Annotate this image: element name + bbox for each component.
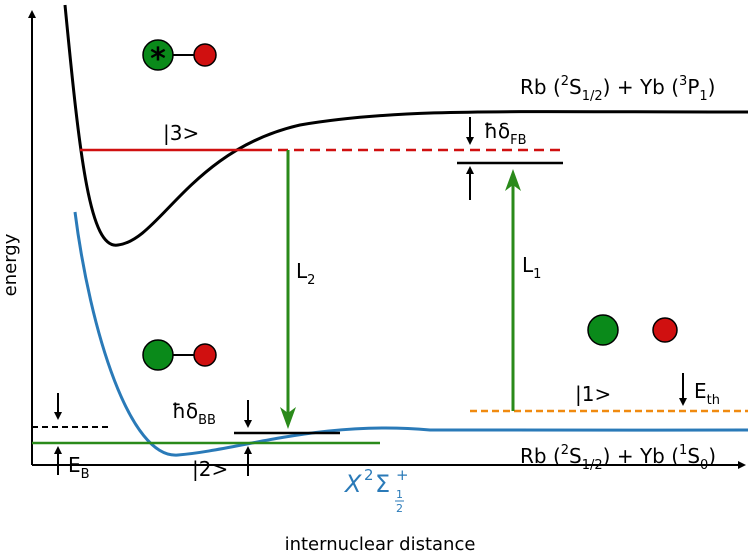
label-part: 1: [699, 89, 707, 104]
detuning-fb: ħδFB: [484, 119, 527, 148]
label-part: ): [708, 444, 716, 468]
label-part: B: [81, 467, 90, 482]
label-part: ): [708, 75, 716, 99]
energy-b: EB: [68, 453, 90, 482]
state-1-label: |1>: [575, 382, 611, 406]
label-part: ħδ: [172, 399, 198, 423]
shape: [652, 317, 678, 343]
term-multiplicity: 2: [364, 466, 374, 484]
state-2-label: |2>: [192, 457, 228, 481]
label-part: Rb (: [520, 75, 561, 99]
label-part: E: [694, 379, 707, 403]
shape: [193, 43, 217, 67]
label-part: 1/2: [582, 458, 603, 473]
label-part: 0: [700, 458, 708, 473]
excited-marker: *: [150, 42, 166, 77]
laser2-label: L2: [296, 259, 315, 288]
label-part: BB: [198, 413, 216, 428]
energy-th: Eth: [694, 379, 720, 408]
label-part: L: [296, 259, 308, 283]
upper-asymptote: Rb (2S1/2) + Yb (3P1): [520, 74, 715, 104]
axes: [28, 10, 746, 469]
lower-asymptote: Rb (2S1/2) + Yb (1S0): [520, 443, 716, 473]
label-part: FB: [510, 133, 526, 148]
label-part: S: [569, 444, 582, 468]
label-part: S: [569, 75, 582, 99]
label-part: ħδ: [484, 119, 510, 143]
shape: [142, 339, 174, 371]
state-3-label: |3>: [163, 121, 199, 145]
label-part: 1: [533, 267, 541, 282]
x-axis-label: internuclear distance: [285, 534, 476, 555]
label-part: ) + Yb (: [603, 444, 679, 468]
term-letter: X: [343, 470, 362, 498]
molecule-ground: [142, 339, 217, 371]
detuning-bb: ħδBB: [172, 399, 216, 428]
laser1-label: L1: [522, 253, 541, 282]
shape: [587, 314, 619, 346]
small-arrows: [54, 117, 687, 476]
label-part: 2: [307, 273, 315, 288]
label-part: ) + Yb (: [603, 75, 679, 99]
label-part: 3: [679, 74, 687, 89]
term-omega-num: 1: [396, 488, 403, 501]
label-part: Rb (: [520, 444, 561, 468]
label-part: 1: [679, 443, 687, 458]
label-part: th: [707, 393, 720, 408]
term-omega-den: 2: [396, 502, 403, 515]
shape: [142, 39, 174, 71]
ground-term: X 2 Σ + 1 2: [343, 466, 409, 515]
label-part: 1/2: [582, 89, 603, 104]
label-part: S: [687, 444, 700, 468]
term-sigma: Σ: [375, 470, 390, 498]
label-part: 2: [561, 443, 569, 458]
y-axis-label: energy: [0, 233, 21, 296]
excited-potential: [63, 4, 748, 247]
term-parity: +: [396, 466, 409, 484]
free-atoms: [587, 314, 678, 346]
molecule-excited: *: [142, 39, 217, 77]
ground-potential: [73, 211, 748, 457]
label-part: P: [687, 75, 699, 99]
label-part: L: [522, 253, 534, 277]
shape: [193, 343, 217, 367]
label-part: E: [68, 453, 81, 477]
label-part: 2: [561, 74, 569, 89]
